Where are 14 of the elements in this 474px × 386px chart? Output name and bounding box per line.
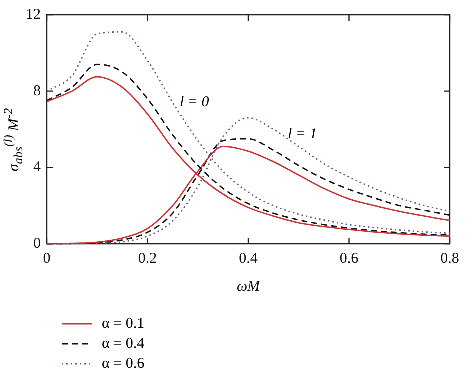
legend-label: α = 0.1 <box>102 316 145 332</box>
x-tick-label: 0.8 <box>440 250 460 267</box>
y-tick-label: 4 <box>34 160 42 176</box>
y-tick-label: 0 <box>34 236 41 252</box>
y-tick-label: 8 <box>34 83 41 100</box>
x-tick-label: 0.6 <box>340 250 360 267</box>
y-tick-label: 12 <box>26 6 41 23</box>
annotation: l = 1 <box>288 126 318 144</box>
annotation: l = 0 <box>180 94 210 112</box>
x-tick-label: 0.4 <box>239 250 258 267</box>
x-tick-label: 0.2 <box>138 250 158 267</box>
legend-label: α = 0.6 <box>102 356 145 372</box>
x-axis-title: ωM <box>236 278 262 295</box>
legend-label: α = 0.4 <box>102 336 145 352</box>
